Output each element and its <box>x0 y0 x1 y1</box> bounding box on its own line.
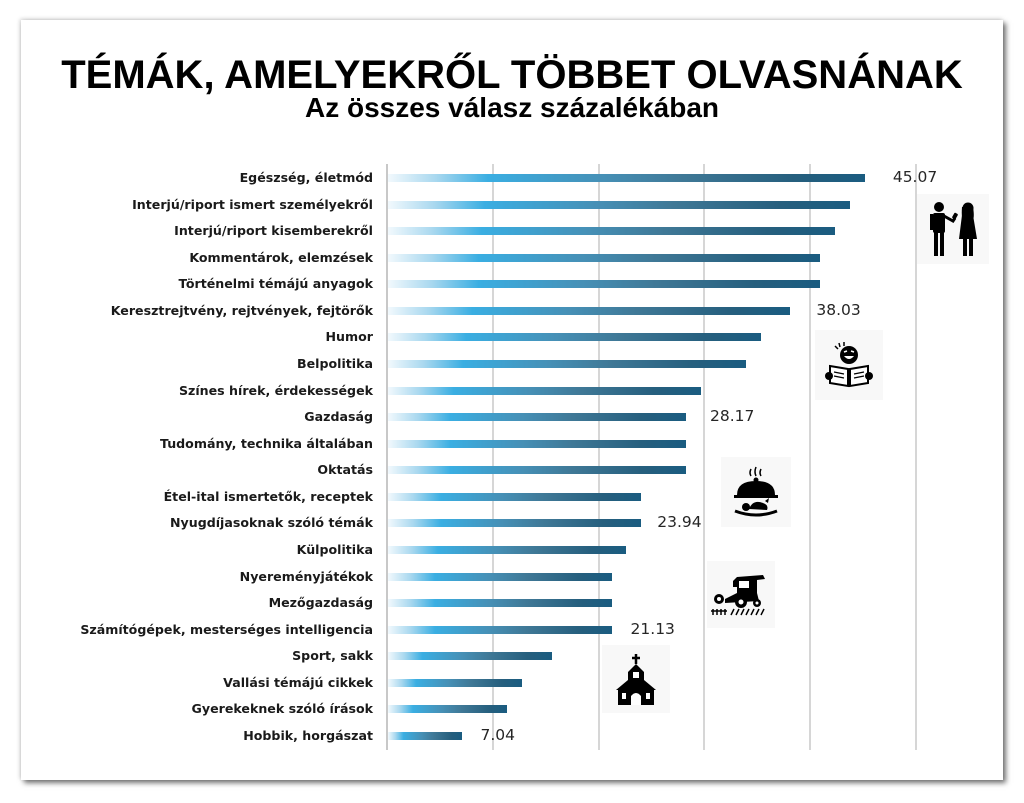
bar <box>388 519 642 528</box>
value-label: 21.13 <box>630 619 675 638</box>
bar <box>388 731 463 740</box>
bar <box>388 625 612 634</box>
bar <box>388 174 865 182</box>
bar <box>388 599 612 608</box>
category-label: Humor <box>325 329 374 345</box>
chart-title: TÉMÁK, AMELYEKRŐL TÖBBET OLVASNÁNAK <box>61 53 963 97</box>
category-label: Belpolitika <box>297 355 373 371</box>
bar <box>388 280 821 289</box>
bar <box>388 200 850 209</box>
category-label: Étel-ital ismertetők, receptek <box>163 488 373 504</box>
category-label: Oktatás <box>317 462 373 478</box>
bar <box>388 572 612 581</box>
category-label: Gazdaság <box>304 409 373 425</box>
bar <box>388 492 642 501</box>
category-label: Történelmi témájú anyagok <box>178 276 373 292</box>
gridline <box>915 164 917 750</box>
bar <box>388 333 761 342</box>
value-label: 38.03 <box>816 300 861 319</box>
category-label: Külpolitika <box>296 541 373 557</box>
interview-icon <box>917 194 989 264</box>
value-label: 45.07 <box>892 168 938 186</box>
food-cloche-icon <box>721 457 791 527</box>
category-label: Mezőgazdaság <box>268 595 373 611</box>
category-label: Egészség, életmód <box>239 170 373 185</box>
category-label: Nyugdíjasoknak szóló témák <box>169 515 373 531</box>
bar <box>388 678 523 687</box>
category-label: Hobbik, horgászat <box>243 727 373 743</box>
category-label: Gyerekeknek szóló írások <box>191 701 373 717</box>
bar <box>388 386 701 395</box>
category-label: Kommentárok, elemzések <box>189 249 373 265</box>
bar <box>388 227 835 236</box>
bar <box>388 253 821 262</box>
category-label: Számítógépek, mesterséges intelligencia <box>80 621 373 637</box>
category-label: Színes hírek, érdekességek <box>178 382 373 398</box>
category-label: Interjú/riport kisemberekről <box>174 223 373 239</box>
gridline <box>809 164 812 750</box>
y-axis-line <box>386 164 388 750</box>
category-label: Sport, sakk <box>292 648 373 664</box>
category-label: Keresztrejtvény, rejtvények, fejtörők <box>110 302 373 318</box>
value-label: 7.04 <box>480 725 515 744</box>
bar <box>388 466 687 475</box>
bar <box>388 359 746 368</box>
category-label: Nyereményjátékok <box>239 568 373 584</box>
bar <box>388 652 552 661</box>
combine-harvester-icon <box>707 561 775 628</box>
newspaper-reader-icon <box>815 330 883 400</box>
category-label: Vallási témájú cikkek <box>223 674 373 690</box>
value-label: 28.17 <box>710 407 755 426</box>
value-label: 23.94 <box>657 513 702 532</box>
category-label: Tudomány, technika általában <box>160 435 373 451</box>
church-icon <box>602 645 670 713</box>
gridline <box>703 164 706 750</box>
bar <box>388 545 627 554</box>
gridline <box>491 164 494 750</box>
category-label: Interjú/riport ismert személyekről <box>132 196 373 212</box>
chart-subtitle: Az összes válasz százalékában <box>304 92 719 123</box>
bar <box>388 705 508 714</box>
gridline <box>597 164 600 750</box>
bar <box>388 413 687 422</box>
bar <box>388 439 687 448</box>
bar <box>388 306 791 315</box>
